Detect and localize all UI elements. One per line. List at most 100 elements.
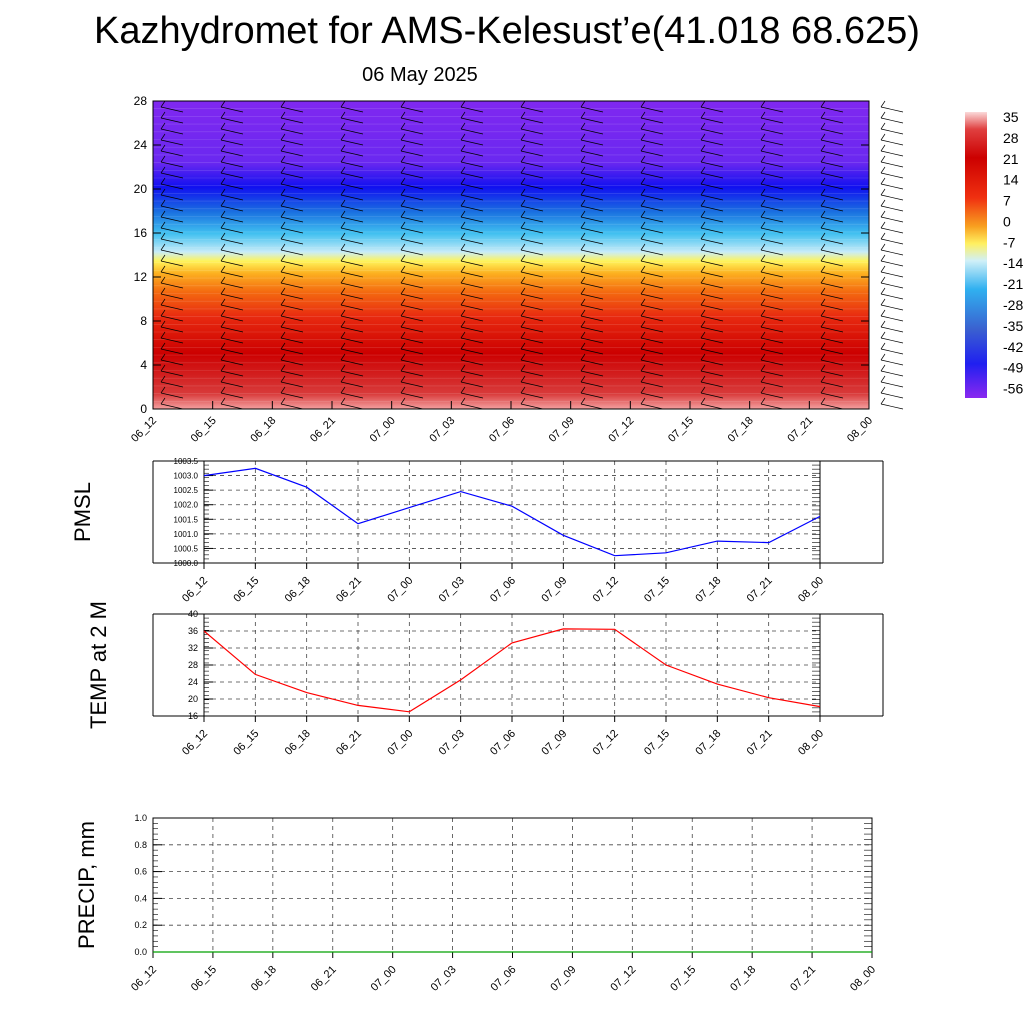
wind-barb: [700, 370, 724, 377]
y-tick-label: 0.8: [134, 840, 147, 850]
wind-barb: [520, 392, 544, 399]
wind-barb-flag: [400, 199, 406, 207]
wind-barb-flag: [580, 276, 586, 284]
wind-barb-flag: [400, 331, 406, 339]
wind-barb-flag: [160, 144, 166, 152]
colorbar-scale: [965, 112, 987, 398]
colorbar-label: 0: [1003, 213, 1011, 229]
wind-barb: [760, 337, 784, 344]
wind-barb: [220, 238, 244, 245]
wind-barb: [580, 216, 604, 223]
wind-barb: [340, 392, 364, 399]
wind-barb: [640, 304, 664, 311]
wind-barb: [760, 403, 784, 410]
wind-barb: [580, 150, 604, 157]
wind-barb-flag: [400, 375, 406, 383]
wind-barb-flag: [640, 331, 646, 339]
wind-barb-flag: [400, 177, 406, 185]
x-tick-label: 07_09: [547, 415, 577, 445]
wind-barb-flag: [340, 298, 346, 306]
wind-barb: [400, 183, 424, 190]
wind-barb-flag: [160, 210, 166, 218]
wind-barb: [640, 315, 664, 322]
y-tick-label: 12: [134, 270, 148, 284]
wind-barb-flag: [460, 144, 466, 152]
wind-barb: [820, 260, 844, 267]
wind-barb-flag: [340, 353, 346, 361]
wind-barb-flag: [160, 166, 166, 174]
wind-barb: [520, 238, 544, 245]
wind-barb-flag: [760, 243, 766, 251]
wind-barb: [520, 249, 544, 256]
wind-barb-flag: [160, 331, 166, 339]
wind-barb: [640, 194, 664, 201]
wind-barb-flag: [400, 243, 406, 251]
wind-barb-flag: [160, 320, 166, 328]
wind-barb-flag: [700, 287, 706, 295]
wind-barb: [580, 183, 604, 190]
wind-barb-flag: [820, 210, 826, 218]
x-tick-label: 06_21: [334, 728, 364, 758]
wind-barb: [340, 249, 364, 256]
wind-barb: [640, 106, 664, 113]
wind-barb-flag: [880, 309, 886, 317]
wind-barb: [220, 304, 244, 311]
wind-barb: [700, 403, 724, 410]
wind-barb-flag: [760, 254, 766, 262]
colorbar-label: -56: [1003, 381, 1023, 397]
wind-barb-flag: [340, 199, 346, 207]
wind-barb-flag: [640, 320, 646, 328]
wind-barb-flag: [640, 254, 646, 262]
wind-barb-flag: [520, 243, 526, 251]
wind-barb: [400, 282, 424, 289]
wind-barb-flag: [340, 386, 346, 394]
wind-barb-flag: [220, 111, 226, 119]
wind-barb-flag: [820, 166, 826, 174]
wind-barb-flag: [820, 265, 826, 273]
wind-barb: [520, 205, 544, 212]
wind-barb: [880, 161, 904, 168]
x-tick-label: 07_15: [668, 964, 698, 994]
wind-barb: [820, 139, 844, 146]
wind-barb: [220, 227, 244, 234]
wind-barb: [640, 205, 664, 212]
wind-barb-flag: [160, 155, 166, 163]
wind-barb: [580, 128, 604, 135]
wind-barb-flag: [580, 133, 586, 141]
wind-barb: [220, 139, 244, 146]
wind-barb: [580, 403, 604, 410]
wind-barb: [460, 293, 484, 300]
wind-barb-flag: [700, 243, 706, 251]
wind-barb-flag: [760, 276, 766, 284]
wind-barb-flag: [460, 265, 466, 273]
wind-barb: [340, 403, 364, 410]
wind-barb-flag: [400, 221, 406, 229]
wind-barb: [820, 249, 844, 256]
colorbar-label: -42: [1003, 339, 1023, 355]
wind-barb: [280, 139, 304, 146]
x-tick-label: 07_00: [368, 415, 398, 445]
chart-title: Kazhydromet for AMS-Kelesust’e(41.018 68…: [94, 10, 920, 52]
wind-barb-flag: [580, 199, 586, 207]
wind-barb: [520, 150, 544, 157]
y-tick-label: 1003.0: [174, 472, 199, 481]
wind-barb-flag: [460, 111, 466, 119]
wind-barb: [220, 150, 244, 157]
x-tick-label: 06_15: [231, 728, 261, 758]
wind-barb: [460, 359, 484, 366]
x-tick-label: 07_15: [642, 728, 672, 758]
wind-barb-flag: [460, 342, 466, 350]
wind-barb: [700, 238, 724, 245]
colorbar-label: -14: [1003, 255, 1023, 271]
wind-barb: [640, 370, 664, 377]
wind-barb-flag: [880, 210, 886, 218]
wind-barb-flag: [520, 188, 526, 196]
wind-barb-flag: [520, 375, 526, 383]
wind-barb: [880, 392, 904, 399]
wind-barb: [460, 194, 484, 201]
wind-barb: [700, 117, 724, 124]
wind-barb: [820, 194, 844, 201]
wind-barb: [220, 271, 244, 278]
wind-barb: [220, 282, 244, 289]
wind-barb: [580, 205, 604, 212]
